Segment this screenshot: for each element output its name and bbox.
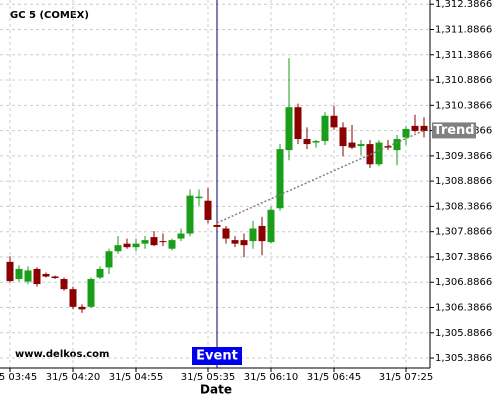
- candle-body: [411, 125, 419, 131]
- candle-body: [69, 289, 77, 307]
- candle-body: [366, 144, 374, 165]
- y-tick-label: 1,308.3866: [435, 201, 492, 212]
- candle-body: [177, 233, 185, 239]
- candle-body: [402, 128, 410, 138]
- candle-body: [258, 225, 266, 242]
- candle-body: [348, 142, 356, 148]
- candle-body: [357, 144, 365, 147]
- watermark: www.delkos.com: [15, 349, 109, 360]
- candle-body: [276, 149, 284, 209]
- candle-body: [141, 240, 149, 244]
- y-tick-label: 1,312.3866: [435, 0, 492, 10]
- y-tick-label: 1,311.8866: [435, 24, 492, 35]
- y-tick-label: 1,310.3866: [435, 100, 492, 111]
- event-label: Event: [196, 349, 238, 364]
- candle-body: [393, 139, 401, 151]
- candle-body: [267, 209, 275, 243]
- candle-body: [6, 261, 14, 282]
- candle-body: [231, 240, 239, 244]
- y-tick-label: 1,309.3866: [435, 151, 492, 162]
- candle-body: [375, 142, 383, 165]
- y-tick-label: 1,306.3866: [435, 303, 492, 314]
- candle-body: [339, 127, 347, 147]
- trend-line: [216, 129, 425, 224]
- y-tick-label: 1,305.8866: [435, 328, 492, 339]
- candle-body: [114, 245, 122, 252]
- y-tick-label: 1,307.3866: [435, 252, 492, 263]
- candle-body: [294, 107, 302, 140]
- chart-title: GC 5 (COMEX): [10, 10, 89, 21]
- y-tick-label: 1,306.8866: [435, 277, 492, 288]
- candle-body: [249, 228, 257, 242]
- candle-body: [15, 268, 23, 280]
- x-tick-label: 31/5 07:25: [379, 372, 433, 383]
- plot-area: [0, 0, 430, 368]
- candle-body: [78, 306, 86, 310]
- candle-body: [96, 268, 104, 278]
- candle-body: [33, 268, 41, 285]
- candle-body: [330, 115, 338, 128]
- event-label-box: [192, 347, 242, 365]
- y-tick-label: 1,310.8866: [435, 75, 492, 86]
- candle-body: [186, 195, 194, 234]
- candle-body: [384, 146, 392, 148]
- candle-body: [159, 241, 167, 243]
- candle-body: [321, 115, 329, 142]
- candle-body: [420, 125, 428, 131]
- candle-body: [123, 243, 131, 248]
- x-tick-label: 31/5 06:10: [244, 372, 298, 383]
- candle-body: [132, 243, 140, 248]
- x-tick-label: 31/5 03:45: [0, 372, 37, 383]
- y-tick-label: 1,311.3866: [435, 50, 492, 61]
- candle-body: [51, 276, 59, 279]
- trend-label-box: [432, 122, 476, 139]
- candle-body: [24, 270, 32, 282]
- candle-body: [312, 141, 320, 143]
- x-axis-label: Date: [200, 383, 232, 397]
- candle-body: [285, 107, 293, 151]
- candle-body: [303, 139, 311, 145]
- y-tick-label: 1,305.3866: [435, 353, 492, 364]
- candle-body: [60, 279, 68, 290]
- candle-body: [42, 273, 50, 277]
- candle-body: [105, 251, 113, 268]
- candle-body: [87, 279, 95, 307]
- y-tick-label: 1,307.8866: [435, 227, 492, 238]
- candle-body: [150, 237, 158, 246]
- candle-body: [168, 240, 176, 249]
- x-tick-label: 31/5 05:35: [181, 372, 235, 383]
- x-tick-label: 31/5 04:20: [46, 372, 100, 383]
- x-tick-label: 31/5 04:55: [109, 372, 163, 383]
- candle-body: [204, 200, 212, 220]
- candle-body: [213, 224, 221, 227]
- candle-body: [222, 228, 230, 239]
- candle-body: [240, 240, 248, 246]
- candle-body: [195, 196, 203, 199]
- trend-label: Trend: [433, 123, 474, 138]
- x-tick-label: 31/5 06:45: [307, 372, 361, 383]
- y-tick-label: 1,308.8866: [435, 176, 492, 187]
